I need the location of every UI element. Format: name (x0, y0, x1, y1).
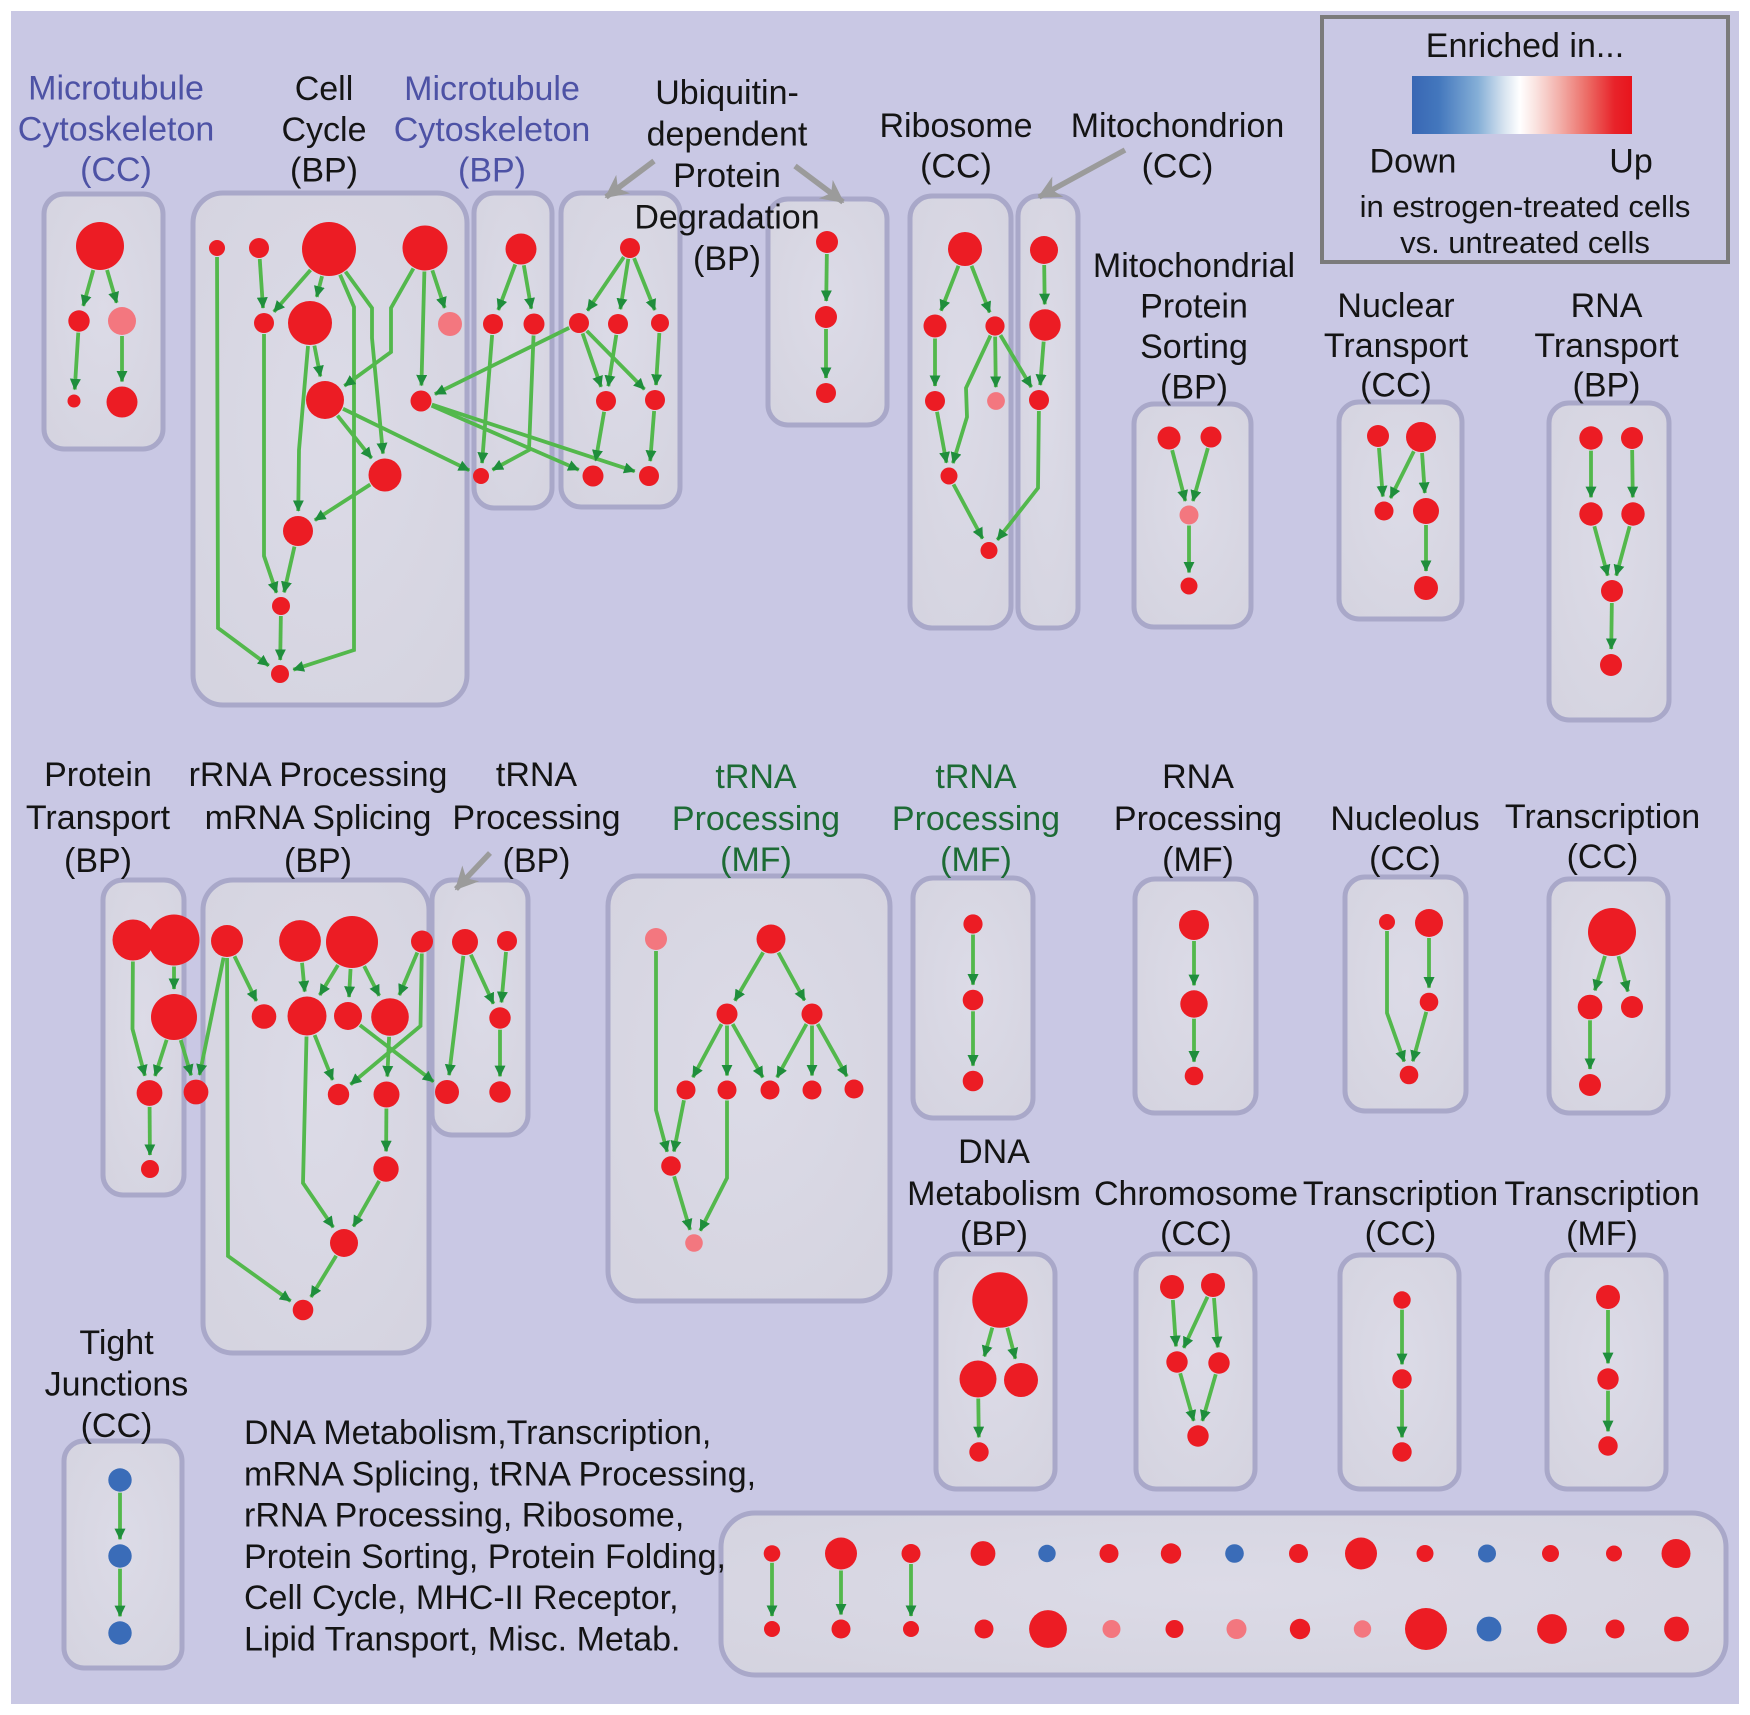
svg-text:Processing: Processing (452, 799, 620, 837)
svg-text:(CC): (CC) (1369, 840, 1441, 878)
svg-text:tRNA: tRNA (935, 758, 1017, 796)
svg-text:Protein: Protein (673, 157, 781, 195)
svg-text:Down: Down (1370, 143, 1457, 181)
svg-text:Ribosome: Ribosome (879, 107, 1032, 145)
svg-text:Microtubule: Microtubule (404, 70, 580, 108)
svg-text:DNA: DNA (958, 1133, 1030, 1171)
svg-text:Lipid Transport, Misc. Metab.: Lipid Transport, Misc. Metab. (244, 1620, 681, 1658)
svg-text:RNA: RNA (1571, 287, 1643, 325)
svg-text:Sorting: Sorting (1140, 328, 1248, 366)
svg-text:(MF): (MF) (1162, 841, 1234, 879)
svg-text:(CC): (CC) (1365, 1215, 1437, 1253)
svg-text:Processing: Processing (892, 800, 1060, 838)
svg-text:tRNA: tRNA (496, 756, 578, 794)
svg-text:Degradation: Degradation (634, 199, 819, 237)
svg-text:Chromosome: Chromosome (1094, 1175, 1298, 1213)
svg-text:(MF): (MF) (1566, 1215, 1638, 1253)
svg-text:Tight: Tight (79, 1324, 154, 1362)
svg-text:(BP): (BP) (1160, 369, 1228, 407)
svg-text:(BP): (BP) (64, 842, 132, 880)
svg-text:(BP): (BP) (458, 152, 526, 190)
svg-text:(BP): (BP) (284, 842, 352, 880)
svg-text:Cycle: Cycle (281, 111, 366, 149)
svg-text:dependent: dependent (647, 116, 808, 154)
svg-text:Ubiquitin-: Ubiquitin- (655, 74, 799, 112)
svg-text:Nucleolus: Nucleolus (1330, 800, 1479, 838)
svg-text:(MF): (MF) (940, 841, 1012, 879)
svg-text:Processing: Processing (1114, 800, 1282, 838)
svg-text:Transport: Transport (1534, 327, 1679, 365)
svg-text:mRNA Splicing: mRNA Splicing (205, 799, 432, 837)
svg-text:(BP): (BP) (290, 152, 358, 190)
svg-text:(CC): (CC) (920, 148, 992, 186)
svg-text:Cytoskeleton: Cytoskeleton (394, 111, 591, 149)
svg-text:Transport: Transport (26, 799, 171, 837)
svg-text:rRNA Processing, Ribosome,: rRNA Processing, Ribosome, (244, 1497, 684, 1535)
svg-text:(CC): (CC) (80, 151, 152, 189)
svg-text:(MF): (MF) (720, 841, 792, 879)
svg-text:Protein: Protein (44, 756, 152, 794)
svg-text:Metabolism: Metabolism (907, 1175, 1081, 1213)
svg-text:tRNA: tRNA (715, 758, 797, 796)
svg-text:(BP): (BP) (503, 842, 571, 880)
svg-text:vs. untreated cells: vs. untreated cells (1400, 225, 1650, 260)
svg-text:rRNA Processing: rRNA Processing (189, 756, 448, 794)
svg-text:Protein: Protein (1140, 288, 1248, 326)
svg-text:Transport: Transport (1324, 327, 1469, 365)
svg-text:Protein Sorting, Protein Foldi: Protein Sorting, Protein Folding, (244, 1538, 726, 1576)
svg-text:Microtubule: Microtubule (28, 70, 204, 108)
svg-text:Transcription: Transcription (1505, 798, 1700, 836)
svg-text:Up: Up (1609, 143, 1652, 181)
svg-text:Enriched in...: Enriched in... (1426, 27, 1624, 65)
svg-text:(BP): (BP) (693, 240, 761, 278)
svg-text:Mitochondrion: Mitochondrion (1071, 107, 1285, 145)
svg-text:Transcription: Transcription (1303, 1175, 1498, 1213)
svg-text:Nuclear: Nuclear (1337, 287, 1454, 325)
svg-text:Cell: Cell (295, 70, 354, 108)
svg-text:Cell Cycle, MHC-II Receptor,: Cell Cycle, MHC-II Receptor, (244, 1579, 679, 1617)
svg-text:mRNA Splicing, tRNA Processing: mRNA Splicing, tRNA Processing, (244, 1455, 756, 1493)
svg-text:(BP): (BP) (960, 1215, 1028, 1253)
svg-text:(CC): (CC) (1567, 838, 1639, 876)
svg-text:DNA Metabolism,Transcription,: DNA Metabolism,Transcription, (244, 1414, 711, 1452)
svg-text:Junctions: Junctions (45, 1366, 189, 1404)
svg-text:(CC): (CC) (1160, 1215, 1232, 1253)
svg-text:in estrogen-treated cells: in estrogen-treated cells (1360, 189, 1691, 224)
svg-text:Processing: Processing (672, 800, 840, 838)
svg-text:(CC): (CC) (1360, 367, 1432, 405)
svg-text:(CC): (CC) (1142, 148, 1214, 186)
svg-text:(CC): (CC) (81, 1407, 153, 1445)
svg-text:Transcription: Transcription (1504, 1175, 1699, 1213)
svg-text:Mitochondrial: Mitochondrial (1093, 247, 1295, 285)
svg-text:RNA: RNA (1162, 758, 1234, 796)
svg-text:(BP): (BP) (1573, 367, 1641, 405)
svg-text:Cytoskeleton: Cytoskeleton (18, 111, 215, 149)
